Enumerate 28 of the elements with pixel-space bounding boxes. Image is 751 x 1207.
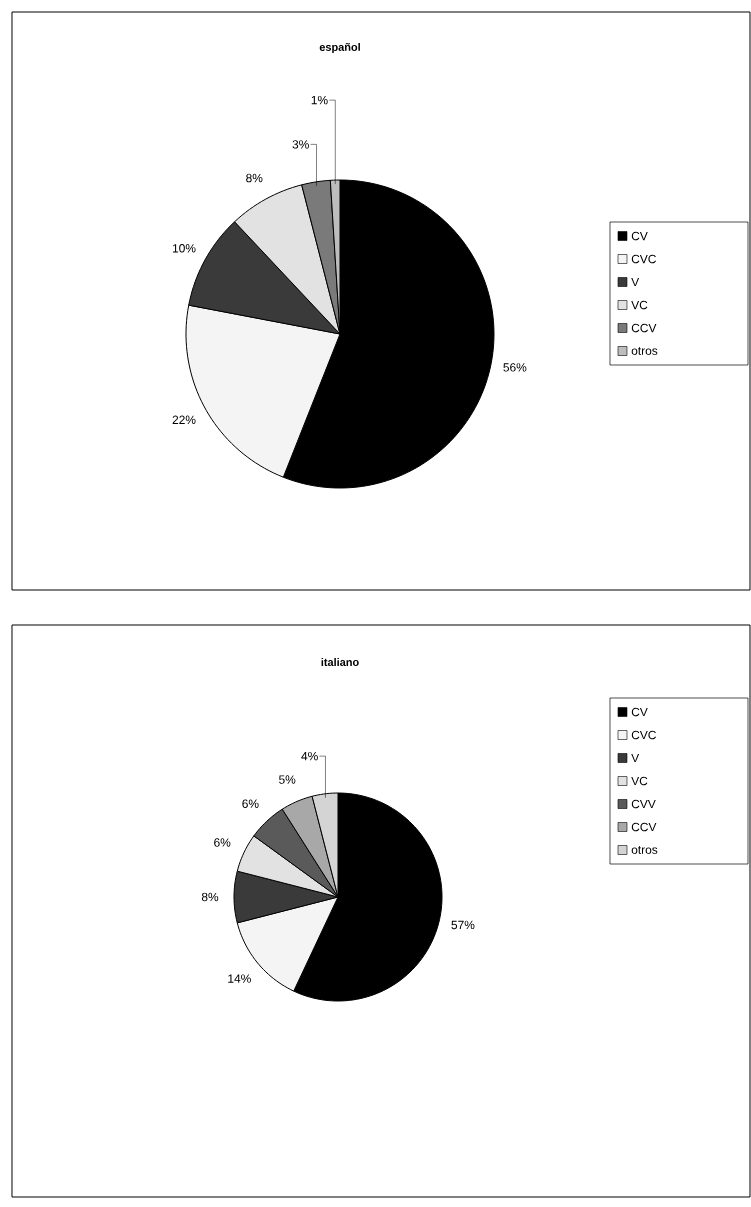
data-label: 1%	[311, 95, 328, 105]
data-label: 14%	[228, 974, 251, 983]
legend-label: CVV	[631, 799, 656, 809]
legend-label: CVC	[631, 730, 656, 740]
chart-title: español	[319, 42, 360, 54]
data-label: 5%	[279, 775, 296, 784]
data-label: 3%	[292, 140, 309, 149]
data-label: 4%	[301, 751, 318, 761]
legend-label: CV	[631, 707, 648, 717]
legend-label: otros	[631, 846, 658, 854]
legend-label: VC	[631, 300, 648, 310]
data-label: 22%	[172, 415, 196, 424]
legend-label: VC	[631, 776, 648, 786]
legend-label: V	[631, 277, 640, 287]
data-label: 6%	[214, 838, 231, 847]
data-label: 8%	[246, 173, 263, 183]
data-label: 8%	[201, 892, 219, 902]
data-label: 57%	[451, 920, 475, 930]
legend-label: otros	[631, 347, 658, 355]
chart-title: italiano	[321, 657, 359, 667]
data-label: 10%	[172, 244, 196, 253]
legend-label: CVC	[631, 254, 656, 264]
data-label: 56%	[503, 363, 527, 372]
data-label: 6%	[242, 799, 259, 808]
legend-label: CCV	[631, 822, 657, 832]
legend-label: CCV	[631, 323, 657, 333]
legend-label: V	[631, 753, 640, 763]
legend-label: CV	[631, 231, 648, 241]
